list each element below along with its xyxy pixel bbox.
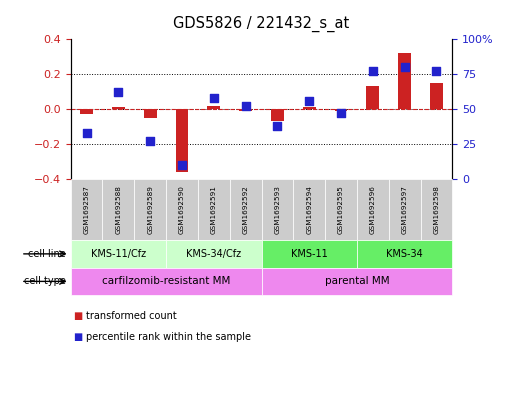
Text: GSM1692588: GSM1692588 <box>116 185 121 234</box>
Point <box>273 123 281 129</box>
Point <box>337 110 345 116</box>
Bar <box>112 107 124 109</box>
Bar <box>271 109 284 121</box>
Text: GSM1692596: GSM1692596 <box>370 185 376 234</box>
Text: GSM1692598: GSM1692598 <box>434 185 439 234</box>
Text: GSM1692587: GSM1692587 <box>84 185 89 234</box>
Text: ■: ■ <box>73 311 83 321</box>
Text: KMS-11: KMS-11 <box>291 249 327 259</box>
Bar <box>335 109 347 111</box>
Text: transformed count: transformed count <box>86 311 177 321</box>
Text: GSM1692595: GSM1692595 <box>338 185 344 234</box>
Text: GSM1692591: GSM1692591 <box>211 185 217 234</box>
Bar <box>144 109 156 118</box>
Point <box>401 64 409 70</box>
Point <box>305 97 313 104</box>
Point <box>178 162 186 168</box>
Text: carfilzomib-resistant MM: carfilzomib-resistant MM <box>102 276 230 286</box>
Point <box>369 68 377 75</box>
Point <box>146 138 154 144</box>
Text: GSM1692589: GSM1692589 <box>147 185 153 234</box>
Bar <box>303 107 315 109</box>
Text: percentile rank within the sample: percentile rank within the sample <box>86 332 251 342</box>
Point <box>242 103 250 109</box>
Bar <box>176 109 188 172</box>
Point <box>82 130 90 136</box>
Text: GSM1692592: GSM1692592 <box>243 185 248 234</box>
Bar <box>430 83 443 109</box>
Text: parental MM: parental MM <box>325 276 389 286</box>
Text: ■: ■ <box>73 332 83 342</box>
Point <box>114 89 122 95</box>
Text: cell type: cell type <box>24 276 65 286</box>
Point <box>433 68 441 75</box>
Text: GSM1692597: GSM1692597 <box>402 185 407 234</box>
Bar <box>399 53 411 109</box>
Text: GSM1692594: GSM1692594 <box>306 185 312 234</box>
Text: GDS5826 / 221432_s_at: GDS5826 / 221432_s_at <box>174 16 349 32</box>
Bar <box>208 106 220 109</box>
Text: KMS-34: KMS-34 <box>386 249 423 259</box>
Text: GSM1692590: GSM1692590 <box>179 185 185 234</box>
Text: GSM1692593: GSM1692593 <box>275 185 280 234</box>
Bar <box>239 109 252 111</box>
Text: KMS-11/Cfz: KMS-11/Cfz <box>91 249 146 259</box>
Text: cell line: cell line <box>28 249 65 259</box>
Point <box>210 95 218 101</box>
Bar <box>367 86 379 109</box>
Text: KMS-34/Cfz: KMS-34/Cfz <box>186 249 241 259</box>
Bar <box>80 109 93 114</box>
